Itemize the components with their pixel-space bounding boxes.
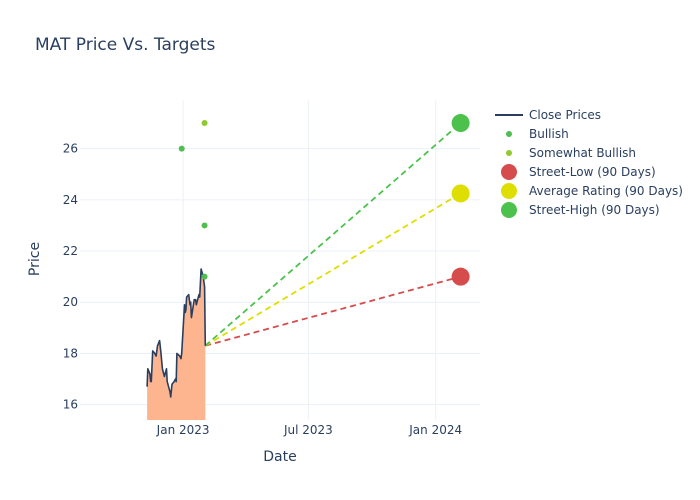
legend-label: Street-Low (90 Days) <box>529 165 656 179</box>
legend-dot-swatch <box>501 164 517 180</box>
legend-label: Average Rating (90 Days) <box>529 184 683 198</box>
legend[interactable]: Close Prices Bullish Somewhat Bullish Stree… <box>495 108 683 218</box>
somewhat-bullish-point <box>201 120 208 127</box>
bullish-point <box>201 273 208 280</box>
projection-layer <box>204 122 462 347</box>
legend-label: Street-High (90 Days) <box>529 203 660 217</box>
x-tick-label: Jan 2024 <box>408 423 462 437</box>
average-point <box>451 184 470 203</box>
y-tick-label: 18 <box>63 346 78 360</box>
y-tick-label: 24 <box>63 193 78 207</box>
y-tick-label: 22 <box>63 244 78 258</box>
close-price-line <box>146 268 207 398</box>
legend-dot-swatch <box>506 131 512 137</box>
street-low-projection-line <box>205 275 461 347</box>
legend-dot-swatch <box>506 150 512 156</box>
y-tick-label: 16 <box>63 398 78 412</box>
legend-item-bullish[interactable]: Bullish <box>506 127 569 141</box>
x-tick-labels: Jan 2023 Jul 2023 Jan 2024 <box>156 423 462 437</box>
legend-label: Somewhat Bullish <box>529 146 636 160</box>
x-tick-label: Jan 2023 <box>156 423 210 437</box>
y-tick-labels: 16 18 20 22 24 26 <box>63 142 78 412</box>
grid <box>80 100 480 420</box>
y-tick-label: 26 <box>63 142 78 156</box>
street-low-point <box>451 267 470 286</box>
legend-item-somewhat-bullish[interactable]: Somewhat Bullish <box>506 146 636 160</box>
legend-label: Bullish <box>529 127 569 141</box>
legend-dot-swatch <box>501 183 517 199</box>
chart-title: MAT Price Vs. Targets <box>35 35 216 55</box>
x-tick-label: Jul 2023 <box>283 423 333 437</box>
x-axis-title: Date <box>263 449 296 465</box>
legend-dot-swatch <box>501 202 517 218</box>
line-layer <box>146 268 207 398</box>
y-axis-title: Price <box>27 242 43 276</box>
legend-label: Close Prices <box>529 108 601 122</box>
legend-item-close[interactable]: Close Prices <box>495 108 601 122</box>
legend-item-street-low[interactable]: Street-Low (90 Days) <box>501 164 656 180</box>
legend-item-street-high[interactable]: Street-High (90 Days) <box>501 202 660 218</box>
y-tick-label: 20 <box>63 295 78 309</box>
legend-item-average[interactable]: Average Rating (90 Days) <box>501 183 683 199</box>
street-high-point <box>451 114 470 133</box>
points-layer <box>178 114 470 286</box>
bullish-point <box>178 145 185 152</box>
bullish-point <box>201 222 208 229</box>
street-high-projection-line <box>204 122 462 347</box>
